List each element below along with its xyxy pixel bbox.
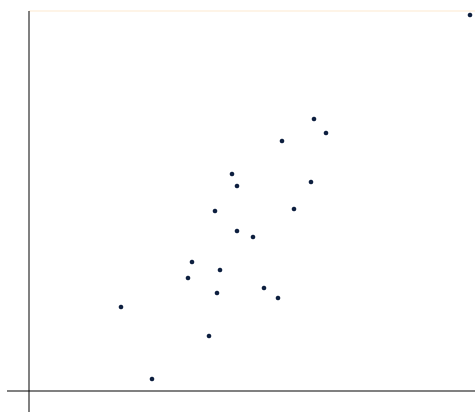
scatter-point-18 <box>311 116 317 122</box>
scatter-point-5 <box>206 333 212 339</box>
scatter-point-10 <box>234 183 240 189</box>
scatter-point-6 <box>214 290 220 296</box>
scatter-point-1 <box>118 304 124 310</box>
scatter-point-14 <box>275 295 281 301</box>
points-group <box>118 12 473 382</box>
scatter-point-16 <box>291 206 297 212</box>
scatter-point-11 <box>234 228 240 234</box>
scatter-point-15 <box>279 138 285 144</box>
scatter-point-17 <box>308 179 314 185</box>
scatter-point-2 <box>149 376 155 382</box>
scatter-point-19 <box>323 130 329 136</box>
scatter-point-4 <box>189 259 195 265</box>
scatter-point-3 <box>185 275 191 281</box>
axes-group <box>7 11 475 412</box>
scatter-point-7 <box>217 267 223 273</box>
scatter-point-8 <box>212 208 218 214</box>
scatter-point-20 <box>467 12 473 18</box>
scatter-point-12 <box>250 234 256 240</box>
scatter-point-13 <box>261 285 267 291</box>
scatter-point-9 <box>229 171 235 177</box>
